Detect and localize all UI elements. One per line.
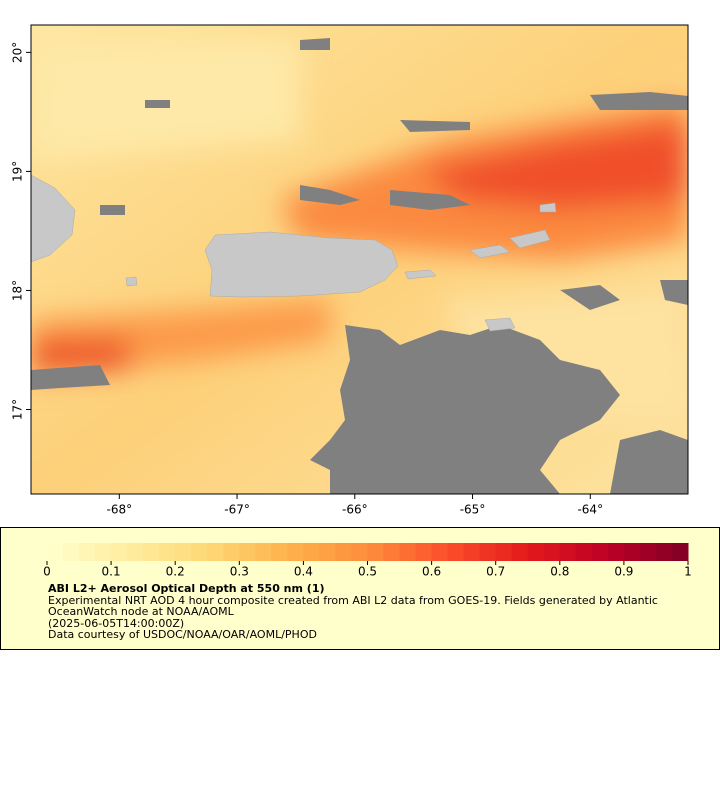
colorbar-bin (79, 543, 96, 561)
colorbar-bin (431, 543, 449, 561)
colorbar-bin (655, 543, 673, 561)
colorbar-bin (271, 543, 288, 561)
y-tick-label: 20° (11, 42, 25, 63)
colorbar-bin (383, 543, 401, 561)
ticks: -68° -67° -66° -65° -64° 17° 18° 19° 20° (11, 42, 604, 517)
legend-description: Experimental NRT AOD 4 hour composite cr… (48, 593, 658, 618)
colorbar-bin (607, 543, 625, 561)
colorbar-bin (671, 543, 689, 561)
colorbar-tick-label: 0.1 (102, 565, 121, 579)
colorbar-bin (511, 543, 529, 561)
colorbar-bin (415, 543, 433, 561)
colorbar-bin (479, 543, 497, 561)
colorbar-bin (399, 543, 417, 561)
colorbar-tick-label: 0 (43, 565, 51, 579)
legend-title: ABI L2+ Aerosol Optical Depth at 550 nm … (48, 582, 325, 595)
colorbar-bin (575, 543, 593, 561)
colorbar-bin (591, 543, 609, 561)
colorbar-bin (639, 543, 657, 561)
colorbar-bin (143, 543, 160, 561)
x-tick-label: -65° (460, 503, 486, 517)
colorbar-tick-label: 0.8 (550, 565, 569, 579)
y-tick-label: 17° (11, 399, 25, 420)
colorbar-bin (559, 543, 577, 561)
legend-text: ABI L2+ Aerosol Optical Depth at 550 nm … (48, 583, 688, 641)
colorbar-bin (175, 543, 192, 561)
colorbar-bin (255, 543, 272, 561)
x-tick-label: -66° (342, 503, 368, 517)
colorbar-bin (543, 543, 561, 561)
y-tick-label: 19° (11, 161, 25, 182)
colorbar-bin (495, 543, 513, 561)
colorbar-bin (335, 543, 352, 561)
colorbar: 0 0.1 0.2 0.3 0.4 0.5 0.6 0.7 0.8 0.9 1 (43, 543, 692, 579)
colorbar-bin (223, 543, 240, 561)
colorbar-bin (319, 543, 336, 561)
colorbar-bin (191, 543, 208, 561)
y-tick-label: 18° (11, 280, 25, 301)
colorbar-bin (95, 543, 112, 561)
colorbar-tick-label: 0.3 (230, 565, 249, 579)
colorbar-bin (159, 543, 176, 561)
colorbar-tick-label: 0.6 (422, 565, 441, 579)
land (31, 174, 557, 332)
colorbar-bin (447, 543, 465, 561)
colorbar-tick-label: 0.4 (294, 565, 313, 579)
colorbar-bin (207, 543, 224, 561)
colorbar-tick-label: 0.9 (614, 565, 633, 579)
colorbar-tick-label: 0.2 (166, 565, 185, 579)
colorbar-bin (303, 543, 320, 561)
colorbar-bin (127, 543, 144, 561)
colorbar-bin (111, 543, 128, 561)
x-tick-label: -64° (577, 503, 603, 517)
x-tick-label: -67° (224, 503, 250, 517)
colorbar-tick-label: 1 (684, 565, 692, 579)
colorbar-bin (367, 543, 385, 561)
colorbar-bin (527, 543, 545, 561)
colorbar-bin (239, 543, 256, 561)
colorbar-bin (287, 543, 304, 561)
colorbar-tick-label: 0.5 (358, 565, 377, 579)
colorbar-tick-label: 0.7 (486, 565, 505, 579)
legend-credit: Data courtesy of USDOC/NOAA/OAR/AOML/PHO… (48, 628, 317, 641)
x-tick-label: -68° (107, 503, 133, 517)
map-raster (31, 25, 688, 494)
colorbar-bin (47, 543, 64, 561)
no-data (31, 38, 688, 494)
colorbar-bin (463, 543, 481, 561)
map-frame (30, 24, 689, 495)
colorbar-bin (623, 543, 641, 561)
legend-date: (2025-06-05T14:00:00Z) (48, 616, 185, 630)
colorbar-bin (63, 543, 80, 561)
colorbar-bin (351, 543, 368, 561)
